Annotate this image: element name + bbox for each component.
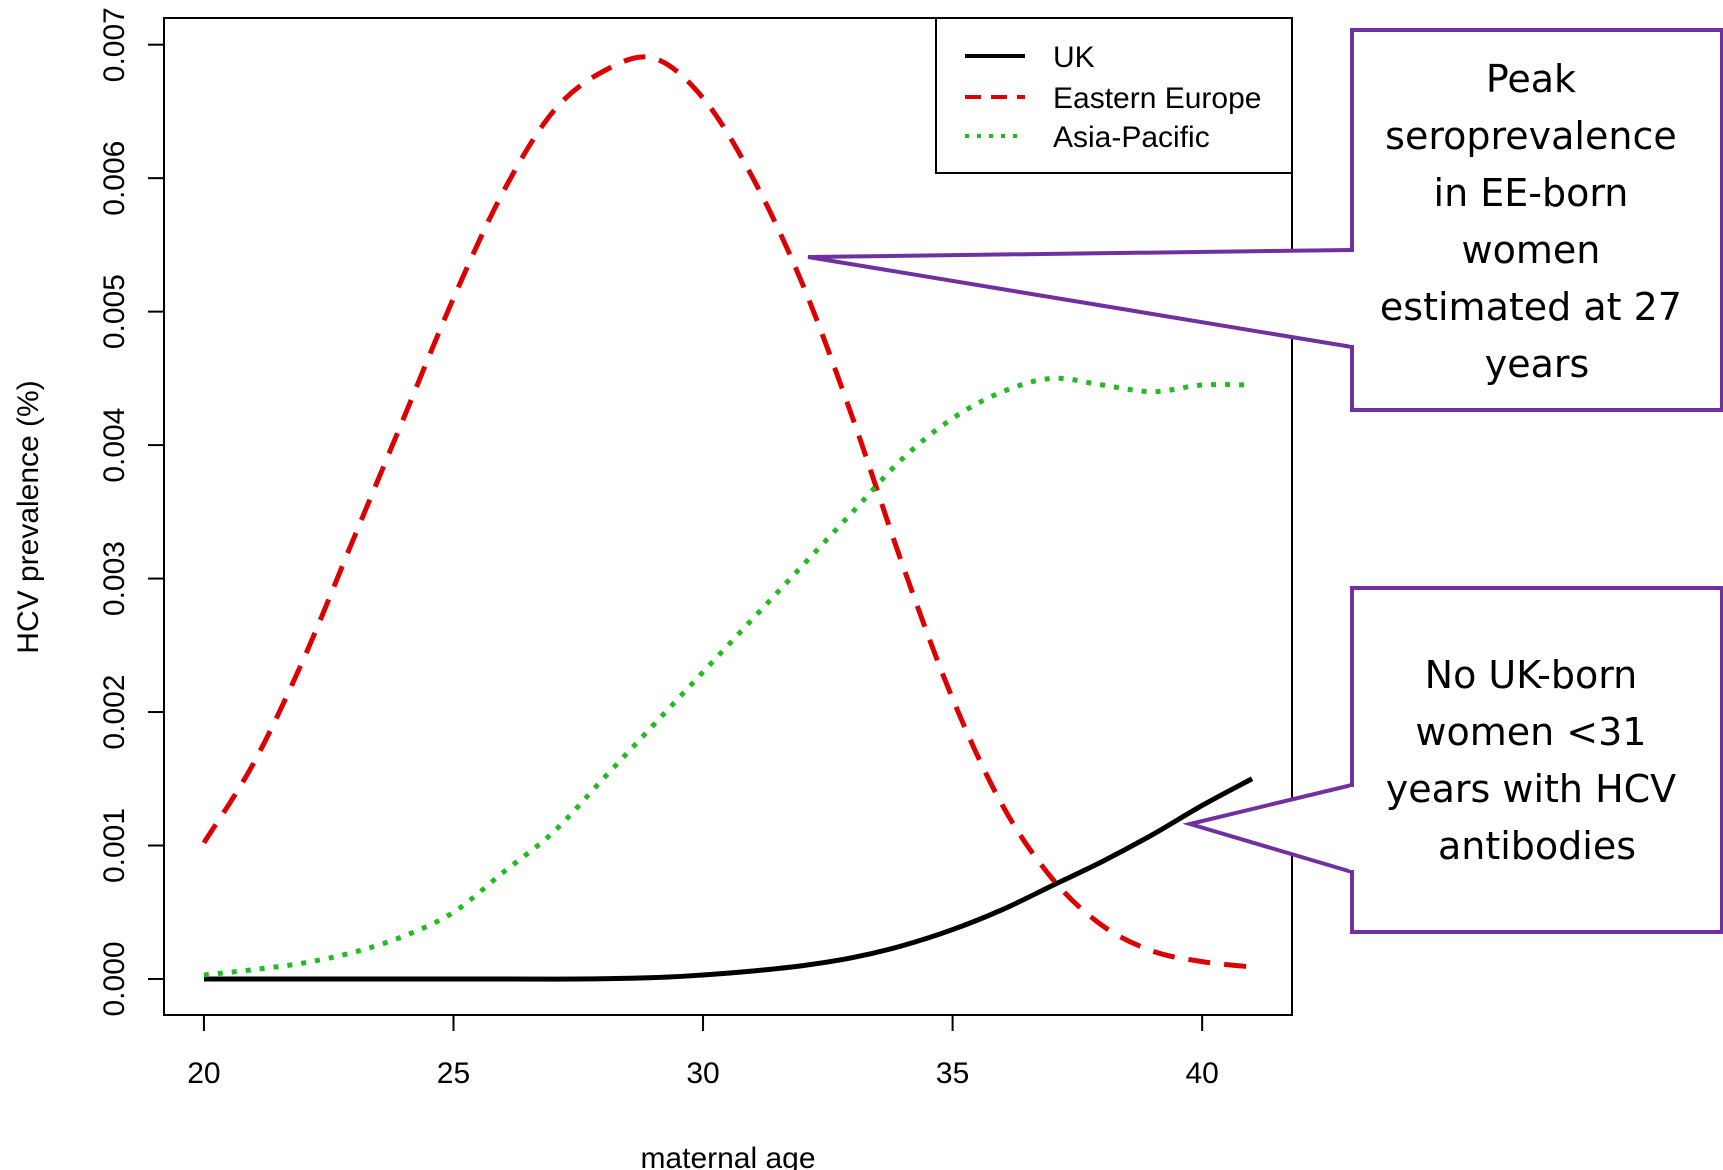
callout-ee-peak-line: Peak [1486,57,1576,101]
callout-ee-peak-pointer [807,247,1354,350]
callout-ee-peak-line: seroprevalence [1385,114,1677,158]
legend: UK Eastern Europe Asia-Pacific [935,17,1293,174]
x-tick-label: 30 [686,1057,719,1090]
series-line-asia-pacific [203,375,1253,978]
y-tick-label: 0.002 [98,674,131,749]
callout-uk: No UK-born women <31 years with HCV anti… [1182,586,1723,934]
y-tick-label: 0.006 [98,141,131,216]
series-line-eastern-europe [201,54,1253,970]
y-tick-label: 0.000 [98,941,131,1016]
callout-ee-peak: Peak seroprevalence in EE-born women est… [807,28,1723,412]
callout-ee-peak-box [1350,28,1723,412]
callout-ee-peak-text: Peak seroprevalence in EE-born women est… [1380,57,1694,386]
callout-ee-peak-line: estimated at 27 [1380,285,1682,329]
callout-uk-box [1350,586,1723,934]
y-tick-label: 0.003 [98,541,131,616]
callout-ee-peak-line: in EE-born [1434,171,1629,215]
y-axis-label: HCV prevalence (%) [12,380,45,653]
y-tick-label: 0.004 [98,408,131,483]
x-tick-label: 25 [437,1057,470,1090]
callout-uk-text: No UK-born women <31 years with HCV anti… [1386,653,1689,868]
x-tick-label: 20 [187,1057,220,1090]
axes: 20 25 30 35 40 0.000 0.001 0.002 0.003 0.004 0.005… [98,7,1219,1090]
callout-ee-peak-line: years [1485,342,1590,386]
legend-label-uk: UK [1053,41,1095,74]
callout-uk-line: years with HCV [1386,767,1676,811]
x-tick-label: 40 [1185,1057,1218,1090]
callout-uk-line: No UK-born [1425,653,1638,697]
callout-uk-line: antibodies [1438,824,1636,868]
legend-label-asia-pacific: Asia-Pacific [1053,121,1210,154]
series-line-uk [203,776,1254,982]
callout-uk-line: women <31 [1415,710,1646,754]
y-tick-label: 0.005 [98,274,131,349]
series-layer [201,54,1254,982]
y-tick-label: 0.001 [98,808,131,883]
x-tick-label: 35 [936,1057,969,1090]
x-axis-label: maternal age [640,1142,815,1170]
y-tick-label: 0.007 [98,7,131,82]
plot-frame [163,17,1293,1016]
legend-label-eastern-europe: Eastern Europe [1053,82,1261,115]
callout-ee-peak-line: women [1462,228,1601,272]
